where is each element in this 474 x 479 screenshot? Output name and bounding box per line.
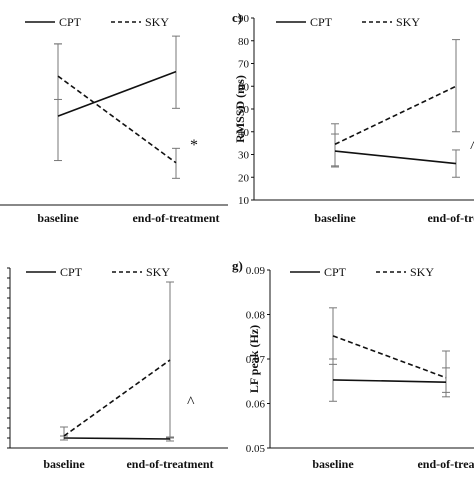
y-tick-label: 0.09 xyxy=(246,265,266,277)
series-line-cpt xyxy=(63,437,171,440)
y-tick-label: 0.08 xyxy=(246,310,266,322)
x-category-label: end-of-treatment xyxy=(132,211,219,225)
legend-label: CPT xyxy=(60,265,83,279)
y-tick-label: 30 xyxy=(238,150,250,162)
significance-annotation: ^ xyxy=(187,394,195,411)
x-category-label: baseline xyxy=(43,457,85,471)
series-line-sky xyxy=(57,75,177,164)
x-category-label: end-of-trea xyxy=(427,211,474,225)
legend-label: CPT xyxy=(324,265,347,279)
series-line-cpt xyxy=(57,70,177,117)
panel-bottom-right: 0.05 0.06 0.07 0.08 0.09g) LF peak (Hz) baseli… xyxy=(232,258,474,471)
y-tick-label: 0.06 xyxy=(246,399,266,411)
legend-label: CPT xyxy=(59,15,82,29)
legend-label: SKY xyxy=(410,265,434,279)
y-tick-label: 0.05 xyxy=(246,443,266,455)
y-tick-label: 90 xyxy=(238,13,250,25)
series-line-sky xyxy=(332,335,447,379)
y-tick-label: 10 xyxy=(238,195,250,207)
panel-label: c) xyxy=(232,10,242,25)
series-line-cpt xyxy=(334,150,457,165)
legend-label: CPT xyxy=(310,15,333,29)
x-category-label: baseline xyxy=(312,457,354,471)
legend-label: SKY xyxy=(396,15,420,29)
y-tick-label: 0.07 xyxy=(246,354,266,366)
series-line-sky xyxy=(63,359,171,437)
series-line-sky xyxy=(334,85,457,145)
series-line-cpt xyxy=(332,379,447,383)
y-tick-label: 70 xyxy=(238,59,250,71)
y-tick-label: 20 xyxy=(238,172,250,184)
y-tick-label: 50 xyxy=(238,104,250,116)
x-category-label: end-of-treatment xyxy=(126,457,213,471)
x-category-label: end-of-trea xyxy=(417,457,474,471)
legend-label: SKY xyxy=(145,15,169,29)
panel-top-right: 10 20 30 40 50 60 70 80 90c) RMSSD (ms) baseline en… xyxy=(232,10,474,225)
x-category-label: baseline xyxy=(314,211,356,225)
significance-annotation: ^ xyxy=(470,139,474,156)
legend-label: SKY xyxy=(146,265,170,279)
x-category-label: baseline xyxy=(37,211,79,225)
panel-bottom-left: baseline end-of-treatment CPT SKY ^ xyxy=(7,265,228,471)
y-tick-label: 80 xyxy=(238,36,250,48)
y-axis-title: LF peak (Hz) xyxy=(247,325,261,393)
y-tick-label: 40 xyxy=(238,127,250,139)
panel-top-left: baseline end-of-treatment CPT SKY * xyxy=(0,15,228,225)
y-axis-title: RMSSD (ms) xyxy=(233,75,247,143)
significance-annotation: * xyxy=(190,137,198,154)
y-tick-label: 60 xyxy=(238,81,250,93)
panel-label: g) xyxy=(232,258,243,273)
